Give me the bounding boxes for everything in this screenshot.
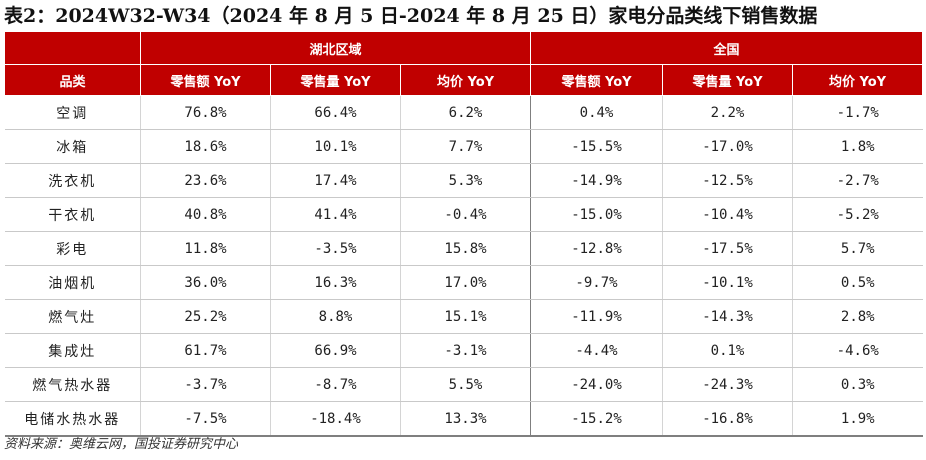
value-cell: -1.7% bbox=[791, 95, 923, 130]
column-header: 均价 YoY bbox=[400, 64, 531, 96]
table-row: 彩电 11.8% -3.5% 15.8% -12.8% -17.5% 5.7% bbox=[4, 231, 923, 266]
table-row: 干衣机 40.8% 41.4% -0.4% -15.0% -10.4% -5.2% bbox=[4, 197, 923, 232]
value-cell: -11.9% bbox=[530, 299, 663, 334]
value-cell: 13.3% bbox=[400, 401, 531, 437]
value-cell: -3.5% bbox=[270, 231, 401, 266]
value-cell: 0.4% bbox=[530, 95, 663, 130]
category-cell: 干衣机 bbox=[4, 197, 141, 232]
category-cell: 燃气热水器 bbox=[4, 367, 141, 402]
value-cell: 76.8% bbox=[140, 95, 271, 130]
value-cell: -17.0% bbox=[662, 129, 793, 164]
value-cell: -15.5% bbox=[530, 129, 663, 164]
column-header-row: 品类 零售额 YoY 零售量 YoY 均价 YoY 零售额 YoY 零售量 Yo… bbox=[4, 64, 924, 96]
value-cell: 23.6% bbox=[140, 163, 271, 198]
value-cell: 2.2% bbox=[662, 95, 793, 130]
table-row: 集成灶 61.7% 66.9% -3.1% -4.4% 0.1% -4.6% bbox=[4, 333, 923, 368]
value-cell: 61.7% bbox=[140, 333, 271, 368]
table-row: 燃气灶 25.2% 8.8% 15.1% -11.9% -14.3% 2.8% bbox=[4, 299, 923, 334]
value-cell: 5.3% bbox=[400, 163, 531, 198]
value-cell: 10.1% bbox=[270, 129, 401, 164]
value-cell: 5.7% bbox=[791, 231, 923, 266]
value-cell: -9.7% bbox=[530, 265, 663, 300]
value-cell: 11.8% bbox=[140, 231, 271, 266]
value-cell: 40.8% bbox=[140, 197, 271, 232]
value-cell: 66.4% bbox=[270, 95, 401, 130]
value-cell: 6.2% bbox=[400, 95, 531, 130]
category-cell: 冰箱 bbox=[4, 129, 141, 164]
value-cell: -4.4% bbox=[530, 333, 663, 368]
value-cell: 17.0% bbox=[400, 265, 531, 300]
value-cell: -24.3% bbox=[662, 367, 793, 402]
group-header-hubei: 湖北区域 bbox=[140, 31, 531, 65]
group-header-empty bbox=[4, 31, 141, 65]
value-cell: -10.1% bbox=[662, 265, 793, 300]
category-cell: 空调 bbox=[4, 95, 141, 130]
category-cell: 集成灶 bbox=[4, 333, 141, 368]
table-body: 空调 76.8% 66.4% 6.2% 0.4% 2.2% -1.7% 冰箱 18.6% 10.1… bbox=[4, 95, 923, 437]
value-cell: 16.3% bbox=[270, 265, 401, 300]
value-cell: 18.6% bbox=[140, 129, 271, 164]
category-cell: 电储水热水器 bbox=[4, 401, 141, 437]
value-cell: 8.8% bbox=[270, 299, 401, 334]
value-cell: 36.0% bbox=[140, 265, 271, 300]
value-cell: -18.4% bbox=[270, 401, 401, 437]
value-cell: -8.7% bbox=[270, 367, 401, 402]
table-title: 表2：2024W32-W34（2024 年 8 月 5 日-2024 年 8 月… bbox=[4, 5, 818, 27]
category-cell: 洗衣机 bbox=[4, 163, 141, 198]
value-cell: -7.5% bbox=[140, 401, 271, 437]
table-row: 电储水热水器 -7.5% -18.4% 13.3% -15.2% -16.8% 1.9% bbox=[4, 401, 923, 437]
value-cell: 0.3% bbox=[791, 367, 923, 402]
value-cell: 0.1% bbox=[662, 333, 793, 368]
category-cell: 燃气灶 bbox=[4, 299, 141, 334]
table-row: 洗衣机 23.6% 17.4% 5.3% -14.9% -12.5% -2.7% bbox=[4, 163, 923, 198]
value-cell: -10.4% bbox=[662, 197, 793, 232]
value-cell: 41.4% bbox=[270, 197, 401, 232]
column-header: 零售额 YoY bbox=[140, 64, 271, 96]
value-cell: 1.8% bbox=[791, 129, 923, 164]
value-cell: -15.2% bbox=[530, 401, 663, 437]
value-cell: -3.7% bbox=[140, 367, 271, 402]
value-cell: 15.1% bbox=[400, 299, 531, 334]
value-cell: 15.8% bbox=[400, 231, 531, 266]
column-header: 品类 bbox=[4, 64, 141, 96]
group-header-row: 湖北区域 全国 bbox=[4, 31, 924, 65]
column-header: 零售量 YoY bbox=[662, 64, 793, 96]
column-header: 均价 YoY bbox=[791, 64, 924, 96]
table-row: 空调 76.8% 66.4% 6.2% 0.4% 2.2% -1.7% bbox=[4, 95, 923, 130]
value-cell: 66.9% bbox=[270, 333, 401, 368]
value-cell: -14.3% bbox=[662, 299, 793, 334]
value-cell: 25.2% bbox=[140, 299, 271, 334]
source-note: 资料来源：奥维云网，国投证券研究中心 bbox=[4, 437, 239, 452]
value-cell: 17.4% bbox=[270, 163, 401, 198]
value-cell: 5.5% bbox=[400, 367, 531, 402]
value-cell: -5.2% bbox=[791, 197, 923, 232]
group-header-national: 全国 bbox=[529, 31, 924, 65]
value-cell: 2.8% bbox=[791, 299, 923, 334]
value-cell: -2.7% bbox=[791, 163, 923, 198]
category-cell: 彩电 bbox=[4, 231, 141, 266]
table-row: 油烟机 36.0% 16.3% 17.0% -9.7% -10.1% 0.5% bbox=[4, 265, 923, 300]
value-cell: -4.6% bbox=[791, 333, 923, 368]
category-cell: 油烟机 bbox=[4, 265, 141, 300]
value-cell: 1.9% bbox=[791, 401, 923, 437]
value-cell: -0.4% bbox=[400, 197, 531, 232]
value-cell: -17.5% bbox=[662, 231, 793, 266]
value-cell: -12.5% bbox=[662, 163, 793, 198]
table-row: 燃气热水器 -3.7% -8.7% 5.5% -24.0% -24.3% 0.3% bbox=[4, 367, 923, 402]
sales-table: 湖北区域 全国 品类 零售额 YoY 零售量 YoY 均价 YoY 零售额 Yo… bbox=[4, 31, 924, 437]
value-cell: -12.8% bbox=[530, 231, 663, 266]
value-cell: -14.9% bbox=[530, 163, 663, 198]
value-cell: 7.7% bbox=[400, 129, 531, 164]
value-cell: -15.0% bbox=[530, 197, 663, 232]
value-cell: -16.8% bbox=[662, 401, 793, 437]
value-cell: -3.1% bbox=[400, 333, 531, 368]
column-header: 零售量 YoY bbox=[270, 64, 401, 96]
column-header: 零售额 YoY bbox=[530, 64, 663, 96]
value-cell: 0.5% bbox=[791, 265, 923, 300]
table-row: 冰箱 18.6% 10.1% 7.7% -15.5% -17.0% 1.8% bbox=[4, 129, 923, 164]
value-cell: -24.0% bbox=[530, 367, 663, 402]
